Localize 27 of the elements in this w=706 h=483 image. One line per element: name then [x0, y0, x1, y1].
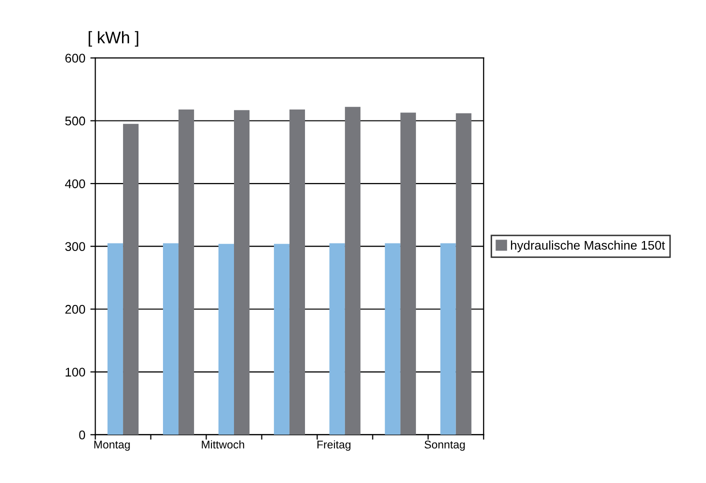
- bar: [108, 243, 124, 435]
- bar: [440, 243, 456, 435]
- bar: [274, 244, 290, 435]
- x-tick-label: Montag: [94, 440, 130, 451]
- bar: [384, 243, 400, 435]
- bar: [289, 109, 305, 435]
- y-tick-label: 500: [65, 116, 86, 126]
- y-tick-label: 400: [65, 179, 86, 188]
- bar: [178, 109, 194, 435]
- x-tick-label: Sonntag: [424, 440, 465, 451]
- y-tick-label: 600: [65, 54, 86, 63]
- legend-label: hydraulische Maschine 150t: [510, 240, 665, 252]
- bar: [162, 243, 179, 435]
- bar: [329, 243, 345, 435]
- bar: [344, 106, 360, 435]
- bar: [123, 124, 139, 435]
- y-tick-label: 200: [65, 304, 86, 314]
- y-axis-title: [ kWh ]: [88, 31, 138, 47]
- bar: [456, 113, 472, 435]
- y-tick-label: 100: [66, 368, 86, 377]
- bar: [218, 244, 234, 435]
- x-tick-label: Freitag: [317, 440, 350, 451]
- y-tick-label: 300: [65, 242, 86, 251]
- bar: [234, 110, 250, 435]
- y-tick-label: 0: [79, 430, 86, 440]
- x-tick-label: Mittwoch: [202, 440, 244, 449]
- bar: [400, 112, 416, 435]
